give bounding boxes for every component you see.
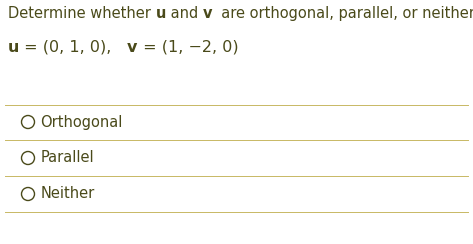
Text: Determine whether: Determine whether (8, 6, 156, 21)
Text: Orthogonal: Orthogonal (41, 114, 123, 130)
Text: u: u (156, 6, 166, 21)
Text: v: v (127, 40, 138, 55)
Text: Neither: Neither (41, 186, 95, 202)
Text: Parallel: Parallel (41, 151, 94, 165)
Text: u: u (8, 40, 19, 55)
Text: v: v (203, 6, 212, 21)
Text: and: and (166, 6, 203, 21)
Text: are orthogonal, parallel, or neither.: are orthogonal, parallel, or neither. (212, 6, 473, 21)
Text: = (1, −2, 0): = (1, −2, 0) (138, 40, 238, 55)
Text: = (0, 1, 0),: = (0, 1, 0), (19, 40, 127, 55)
